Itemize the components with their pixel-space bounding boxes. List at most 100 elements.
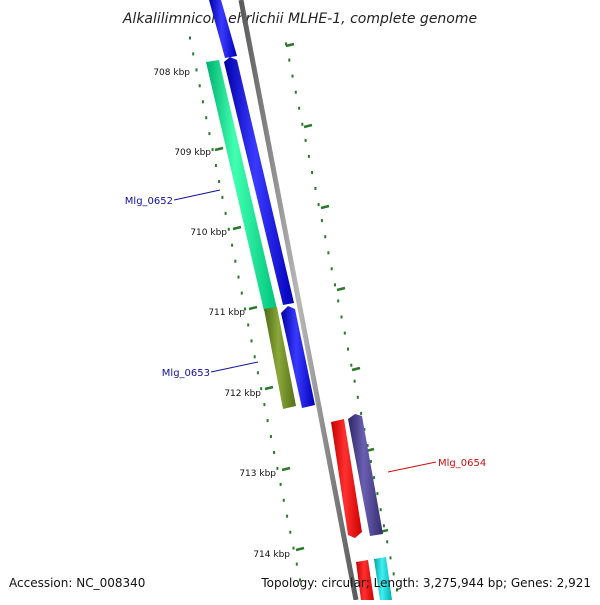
tick-label: 714 kbp [253,550,290,560]
tick-dot [285,42,287,46]
tick-dot [195,68,198,72]
gene-label-text[interactable]: Mlg_0653 [162,368,210,379]
tick-dot [294,90,297,94]
tick-dot [360,411,363,415]
tick-dot [224,211,227,215]
gene-label-text[interactable]: Mlg_0654 [438,458,486,469]
tick-dot [237,275,240,279]
tick-dot [244,307,246,311]
label-mlg-0654[interactable]: Mlg_0654 [387,458,486,473]
tick-714: 714 kbp [253,546,305,560]
tick-dot [276,466,279,470]
tick-dot [250,339,253,343]
tick-dot [205,116,208,120]
tick-dot [376,492,379,496]
genome-title: Alkalilimnicola ehrlichii MLHE-1, comple… [122,11,477,27]
tick-dot [350,363,353,367]
tick-dot [282,498,285,502]
tick-dot [231,243,234,247]
tick-dot [221,195,224,199]
tick-label: 710 kbp [190,228,227,238]
gene-blue-short[interactable] [281,306,315,408]
tick-dot [288,58,291,62]
tick-711: 711 kbp [208,305,258,318]
tick-dot [392,572,395,576]
tick-label: 712 kbp [224,389,261,399]
tick-dot [382,524,385,528]
tick-dot [292,546,295,550]
tick-dot [253,355,256,359]
tick-dot [269,435,272,438]
gene-cyan-bottom[interactable] [374,557,392,600]
gene-blue-upper[interactable] [209,0,237,58]
tick-dot [304,138,307,142]
accession-text: Accession: NC_008340 [9,576,145,590]
inner-tick-guide [189,36,301,582]
tick-712: 712 kbp [224,385,274,399]
tick-dot [366,444,369,447]
tick-dot [214,164,217,167]
tick-dot [311,171,314,174]
tick-dot [340,315,343,319]
tick-dot [363,427,366,431]
tick-dot [234,259,237,263]
gene-red-bottom[interactable] [356,560,374,600]
tick-label: 711 kbp [208,308,245,318]
tick-713: 713 kbp [239,466,291,479]
tick-dot [347,347,349,351]
tick-dot [240,291,243,295]
tick-dot [379,508,382,512]
label-mlg-0652[interactable]: Mlg_0652 [125,189,221,207]
tick-dot [320,219,323,223]
tick-dot [353,379,356,383]
tick-label: 713 kbp [239,469,276,479]
tick-dot [373,476,376,480]
label-mlg-0653[interactable]: Mlg_0653 [162,361,259,379]
tick-dot [208,132,211,136]
tick-dot [330,267,333,271]
outer-tick-guide [285,42,398,592]
tick-dot [227,227,230,231]
tick-dot [192,52,195,56]
tick-710: 710 kbp [190,225,242,238]
tick-dot [263,403,266,407]
tick-dot [218,180,221,183]
gene-blue-long[interactable] [224,57,294,305]
tick-dot [396,588,398,592]
tick-label: 709 kbp [174,148,211,158]
tick-dot [301,122,304,126]
tick-dot [307,154,310,158]
gene-mlg-0654[interactable] [348,414,383,536]
tick-dot [369,460,372,463]
tick-dot [189,36,191,40]
genome-backbone [238,0,359,601]
tick-dot [289,530,292,534]
tick-dot [337,299,340,303]
tick-dot [198,84,201,88]
tick-dot [343,331,346,335]
tick-708: 708 kbp [153,64,217,78]
tick-dot [256,371,259,375]
tick-dot [260,387,263,391]
gene-mlg-0652[interactable] [206,60,277,311]
tick-dot [386,540,389,544]
tick-dot [273,451,276,454]
tick-dot [295,562,298,566]
tick-709: 709 kbp [174,146,224,158]
tick-dot [286,514,289,518]
topology-text: Topology: circular; Length: 3,275,944 bp… [260,576,591,590]
tick-dot [291,74,294,78]
gene-label-text[interactable]: Mlg_0652 [125,196,173,207]
gene-mlg-0653[interactable] [264,307,296,409]
tick-label: 708 kbp [153,68,190,78]
tick-dot [201,100,204,104]
tick-dot [389,556,392,560]
tick-dot [299,578,301,582]
tick-dot [314,187,317,190]
tick-dot [247,323,250,327]
tick-dot [324,235,327,239]
gene-red[interactable] [331,419,362,538]
tick-dot [211,148,214,152]
